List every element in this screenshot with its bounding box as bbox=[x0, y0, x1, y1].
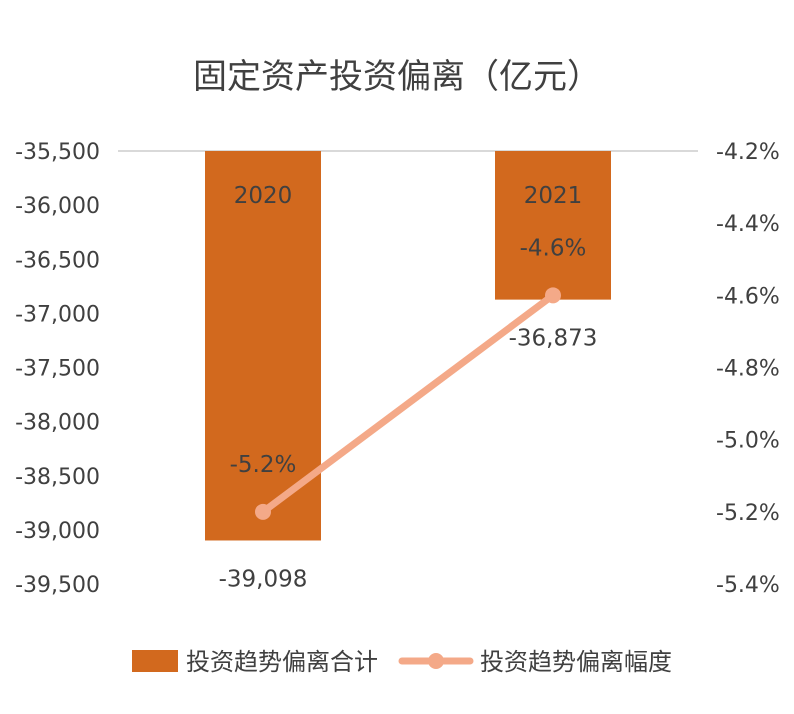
left-axis-tick-label: -37,500 bbox=[15, 357, 100, 382]
bar-data-label: -36,873 bbox=[509, 326, 598, 352]
category-label: 2020 bbox=[234, 183, 293, 209]
left-axis-tick-label: -38,000 bbox=[15, 411, 100, 436]
right-axis-tick-label: -5.2% bbox=[716, 501, 780, 526]
bar bbox=[495, 151, 611, 300]
line-path bbox=[259, 291, 557, 516]
left-axis: -35,500 -36,000 -36,500 -37,000 -37,500 -38,0… bbox=[15, 140, 100, 598]
line-point bbox=[545, 287, 561, 304]
left-axis-tick-label: -37,000 bbox=[15, 302, 100, 327]
chart-title: 固定资产投资偏离（亿元） bbox=[193, 57, 601, 97]
right-axis-tick-label: -4.4% bbox=[716, 212, 780, 237]
left-axis-tick-label: -36,000 bbox=[15, 194, 100, 219]
right-axis-tick-label: -4.2% bbox=[716, 140, 780, 165]
left-axis-tick-label: -35,500 bbox=[15, 140, 100, 165]
legend-swatch-bar bbox=[132, 650, 178, 672]
line-data-label: -4.6% bbox=[520, 235, 587, 261]
line-point bbox=[255, 503, 271, 520]
left-axis-tick-label: -39,500 bbox=[15, 573, 100, 598]
legend: 投资趋势偏离合计 投资趋势偏离幅度 bbox=[132, 648, 672, 676]
legend-label-line: 投资趋势偏离幅度 bbox=[480, 648, 672, 676]
legend-swatch-marker bbox=[428, 653, 444, 669]
right-axis-tick-label: -5.0% bbox=[716, 429, 780, 454]
right-axis-tick-label: -4.6% bbox=[716, 284, 780, 309]
right-axis-tick-label: -5.4% bbox=[716, 573, 780, 598]
left-axis-tick-label: -36,500 bbox=[15, 248, 100, 273]
right-axis: -4.2% -4.4% -4.6% -4.8% -5.0% -5.2% -5.4% bbox=[716, 140, 780, 598]
line-series: -5.2% -4.6% bbox=[230, 235, 587, 520]
legend-label-bar: 投资趋势偏离合计 bbox=[186, 648, 378, 676]
right-axis-tick-label: -4.8% bbox=[716, 357, 780, 382]
category-label: 2021 bbox=[524, 183, 583, 209]
line-data-label: -5.2% bbox=[230, 452, 297, 478]
left-axis-tick-label: -39,000 bbox=[15, 519, 100, 544]
bar-data-label: -39,098 bbox=[219, 566, 308, 592]
left-axis-tick-label: -38,500 bbox=[15, 465, 100, 490]
bar bbox=[205, 151, 321, 541]
bar-series: 2020 -39,098 2021 -36,873 bbox=[205, 151, 611, 592]
